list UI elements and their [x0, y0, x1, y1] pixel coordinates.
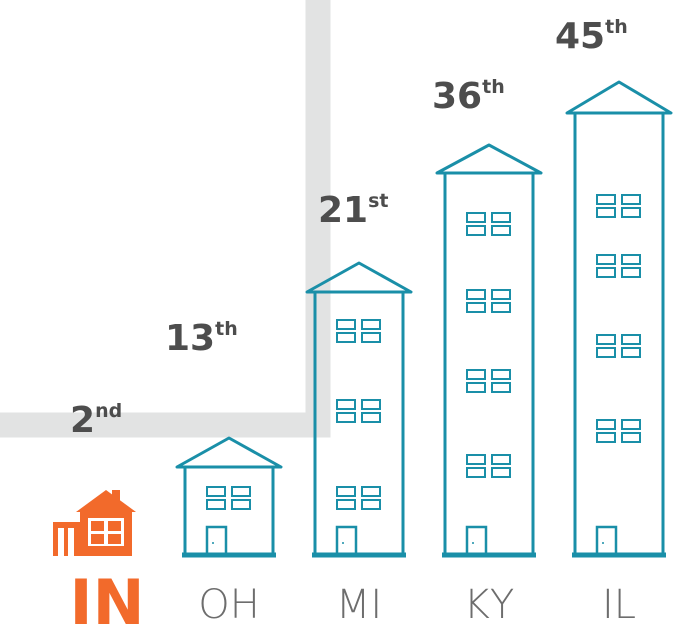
door-knob — [472, 542, 474, 544]
door — [205, 525, 228, 557]
window — [491, 302, 511, 313]
rank-number: 13 — [165, 318, 215, 359]
window — [336, 412, 356, 423]
window — [361, 332, 381, 343]
window — [596, 347, 616, 358]
rank-suffix: st — [368, 190, 388, 212]
window — [596, 207, 616, 218]
window — [336, 319, 356, 330]
rank-label: 36th — [432, 76, 505, 117]
rank-suffix: th — [605, 16, 628, 38]
window — [336, 399, 356, 410]
rank-label: 45th — [555, 16, 628, 57]
rank-label: 21st — [318, 190, 389, 231]
window — [596, 194, 616, 205]
window — [621, 334, 641, 345]
window — [466, 289, 486, 300]
window — [621, 432, 641, 443]
door-knob — [602, 542, 604, 544]
tower — [443, 171, 535, 557]
window — [466, 302, 486, 313]
door-knob — [342, 542, 344, 544]
home-icon — [53, 490, 136, 556]
building — [175, 436, 283, 558]
window — [596, 432, 616, 443]
window — [361, 319, 381, 330]
window — [361, 499, 381, 510]
window — [491, 225, 511, 236]
window — [491, 467, 511, 478]
window — [491, 454, 511, 465]
window — [361, 399, 381, 410]
window — [621, 207, 641, 218]
rank-number: 21 — [318, 190, 368, 231]
door — [465, 525, 488, 557]
window — [621, 419, 641, 430]
window — [491, 212, 511, 223]
building — [435, 143, 543, 558]
window — [206, 499, 226, 510]
state-label: KY — [464, 582, 515, 628]
window — [336, 486, 356, 497]
state-label: OH — [198, 582, 260, 628]
window — [361, 486, 381, 497]
roof — [175, 436, 283, 469]
window — [466, 454, 486, 465]
window — [491, 289, 511, 300]
rank-suffix: nd — [95, 400, 122, 422]
tower — [573, 111, 665, 557]
window — [491, 369, 511, 380]
window — [466, 212, 486, 223]
rank-suffix: th — [482, 76, 505, 98]
roof — [565, 80, 673, 115]
window — [336, 332, 356, 343]
window — [621, 194, 641, 205]
rank-label: 13th — [165, 318, 238, 359]
window — [361, 412, 381, 423]
rank-number: 45 — [555, 16, 605, 57]
roof — [435, 143, 543, 175]
state-label: MI — [336, 582, 382, 628]
window — [621, 254, 641, 265]
rank-number: 36 — [432, 76, 482, 117]
divider — [0, 0, 331, 438]
building — [305, 261, 413, 558]
window — [466, 382, 486, 393]
rank-suffix: th — [215, 318, 238, 340]
door — [335, 525, 358, 557]
window — [231, 486, 251, 497]
window — [621, 347, 641, 358]
window — [336, 499, 356, 510]
rank-number: 2 — [70, 400, 95, 441]
state-label: IL — [602, 582, 636, 628]
window — [466, 467, 486, 478]
window — [231, 499, 251, 510]
state-label: IN — [70, 566, 145, 629]
window — [621, 267, 641, 278]
building — [565, 80, 673, 558]
window — [466, 225, 486, 236]
window — [491, 382, 511, 393]
window — [596, 419, 616, 430]
door — [595, 525, 618, 557]
window — [466, 369, 486, 380]
door-knob — [212, 542, 214, 544]
tower — [183, 465, 275, 557]
rank-label: 2nd — [70, 400, 122, 441]
window — [596, 254, 616, 265]
window — [206, 486, 226, 497]
window — [596, 267, 616, 278]
window — [596, 334, 616, 345]
